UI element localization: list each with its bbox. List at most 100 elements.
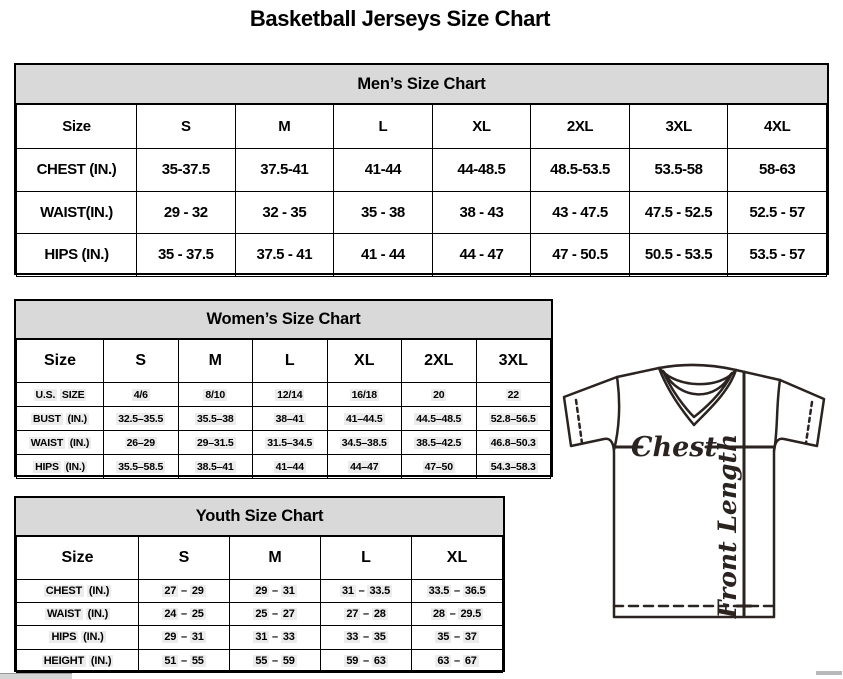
table-cell: 35-37.5 bbox=[136, 148, 236, 192]
highlighted-text: HIPS bbox=[33, 460, 61, 473]
table-cell: 29 - 32 bbox=[136, 190, 236, 234]
highlighted-text: (IN.) bbox=[65, 412, 89, 425]
highlighted-text: (IN.) bbox=[86, 585, 112, 598]
highlighted-text: 38.5–41 bbox=[194, 460, 236, 473]
highlighted-text: 34.5–38.5 bbox=[339, 436, 389, 449]
womens-size-chart: Women’s Size Chart Size S M L XL 2XL 3XL U.S. S… bbox=[14, 299, 553, 479]
column-header: 3XL bbox=[475, 339, 551, 383]
highlighted-text: 4/6 bbox=[131, 388, 150, 401]
table-cell: 35 – 37 bbox=[411, 625, 503, 650]
highlighted-text: (IN.) bbox=[81, 631, 106, 644]
mens-size-chart: Men’s Size Chart Size S M L XL 2XL 3XL 4XL CHEST… bbox=[14, 63, 829, 277]
jersey-armhole-right bbox=[772, 378, 782, 453]
column-header: Size bbox=[16, 339, 104, 383]
table-cell: 38 - 43 bbox=[431, 190, 532, 234]
table-cell: 37.5 - 41 bbox=[234, 233, 335, 277]
womens-size-table: Size S M L XL 2XL 3XL U.S. SIZE 4/6 8/10 12/14 16/1… bbox=[16, 339, 551, 479]
highlighted-text: (IN.) bbox=[85, 608, 111, 621]
table-cell: 41–44.5 bbox=[326, 406, 402, 431]
highlighted-text: 35 bbox=[371, 631, 388, 644]
column-header: XL bbox=[326, 339, 402, 383]
highlighted-text: 35.5–38 bbox=[194, 412, 236, 425]
jersey-armhole-left bbox=[612, 375, 621, 452]
highlighted-text: 41–44.5 bbox=[343, 412, 385, 425]
highlighted-text: BUST bbox=[31, 412, 63, 425]
table-cell: 31.5–34.5 bbox=[252, 430, 328, 455]
highlighted-text: 28 bbox=[430, 608, 447, 621]
jersey-diagram-svg: Chest Front Length bbox=[562, 363, 826, 619]
table-cell: 34.5–38.5 bbox=[326, 430, 402, 455]
row-label: U.S. SIZE bbox=[16, 382, 104, 407]
jersey-cuff-dash-left bbox=[574, 398, 584, 445]
highlighted-text: 63 bbox=[371, 654, 388, 667]
highlighted-text: 38–41 bbox=[273, 412, 306, 425]
row-label: BUST (IN.) bbox=[16, 406, 104, 431]
table-cell: 29 – 31 bbox=[138, 625, 230, 650]
table-cell: 32.5–35.5 bbox=[103, 406, 179, 431]
table-row: HIPS (IN.) 35 - 37.5 37.5 - 41 41 - 44 44 - … bbox=[16, 233, 827, 277]
mens-size-table: Size S M L XL 2XL 3XL 4XL CHEST (IN.) 35-37.5 37.5… bbox=[16, 104, 827, 277]
table-cell: 35 - 38 bbox=[333, 190, 433, 234]
table-row: U.S. SIZE 4/6 8/10 12/14 16/18 20 22 bbox=[16, 382, 551, 407]
table-cell: 33.5 – 36.5 bbox=[411, 578, 503, 604]
table-cell: 25 – 27 bbox=[229, 602, 321, 627]
highlighted-text: 26–29 bbox=[124, 436, 157, 449]
highlighted-text: 31 bbox=[189, 631, 206, 644]
highlighted-text: 41–44 bbox=[273, 460, 306, 473]
row-label: HEIGHT (IN.) bbox=[16, 648, 139, 673]
row-label: CHEST (IN.) bbox=[16, 578, 139, 604]
highlighted-text: 29–31.5 bbox=[194, 436, 236, 449]
table-cell: 47 - 50.5 bbox=[530, 233, 630, 277]
table-cell: 38.5–42.5 bbox=[401, 430, 477, 455]
row-label: HIPS (IN.) bbox=[16, 625, 139, 650]
table-cell: 12/14 bbox=[252, 382, 328, 407]
column-header: M bbox=[229, 536, 321, 580]
table-cell: 29 – 31 bbox=[229, 578, 321, 604]
highlighted-text: 31 bbox=[339, 585, 356, 598]
table-cell: 44.5–48.5 bbox=[401, 406, 477, 431]
highlighted-text: WAIST bbox=[44, 608, 83, 621]
table-cell: 31 – 33 bbox=[229, 625, 321, 650]
table-cell: 53.5-58 bbox=[628, 148, 729, 192]
page-title: Basketball Jerseys Size Chart bbox=[249, 6, 551, 31]
highlighted-text: 31 bbox=[280, 585, 297, 598]
column-header: Size bbox=[16, 536, 139, 580]
highlighted-text: 27 bbox=[280, 608, 297, 621]
table-cell: 35.5–38 bbox=[177, 406, 253, 431]
highlighted-text: 54.3–58.3 bbox=[488, 460, 538, 473]
highlighted-text: 32.5–35.5 bbox=[116, 412, 166, 425]
highlighted-text: 51 bbox=[162, 654, 179, 667]
highlighted-text: 33.5 bbox=[367, 585, 393, 598]
highlighted-text: (IN.) bbox=[88, 654, 114, 667]
table-cell: 22 bbox=[475, 382, 551, 407]
column-header: 3XL bbox=[628, 104, 729, 149]
row-label: WAIST (IN.) bbox=[16, 602, 139, 627]
jersey-vneck-outer bbox=[657, 366, 738, 427]
jersey-measurement-diagram: Chest Front Length bbox=[556, 354, 843, 646]
highlighted-text: (IN.) bbox=[63, 460, 87, 473]
highlighted-text: 55 bbox=[253, 654, 270, 667]
youth-size-table: Size S M L XL CHEST (IN.) 27 – 29 29 – 31 31 – 3… bbox=[16, 536, 503, 673]
horizontal-scrollbar-thumb-left[interactable] bbox=[0, 673, 72, 679]
table-cell: 27 – 28 bbox=[320, 602, 412, 627]
chest-label: Chest bbox=[631, 432, 717, 463]
highlighted-text: 27 bbox=[162, 585, 179, 598]
table-cell: 41-44 bbox=[333, 148, 433, 192]
highlighted-text: 29 bbox=[253, 585, 270, 598]
table-row: BUST (IN.) 32.5–35.5 35.5–38 38–41 41–44.5 44… bbox=[16, 406, 551, 431]
column-header: 4XL bbox=[727, 104, 827, 149]
size-header-row: Size S M L XL 2XL 3XL 4XL bbox=[16, 104, 827, 149]
highlighted-text: 20 bbox=[431, 388, 447, 401]
table-cell: 38.5–41 bbox=[177, 454, 253, 479]
highlighted-text: CHEST bbox=[43, 585, 85, 598]
table-cell: 29–31.5 bbox=[177, 430, 253, 455]
size-header-row: Size S M L XL bbox=[16, 536, 503, 580]
table-cell: 53.5 - 57 bbox=[727, 233, 827, 277]
table-cell: 24 – 25 bbox=[138, 602, 230, 627]
table-cell: 32 - 35 bbox=[234, 190, 335, 234]
highlighted-text: 29 bbox=[189, 585, 206, 598]
table-cell: 8/10 bbox=[177, 382, 253, 407]
column-header: M bbox=[177, 339, 253, 383]
horizontal-scrollbar-thumb-right[interactable] bbox=[816, 671, 842, 675]
highlighted-text: 46.8–50.3 bbox=[488, 436, 538, 449]
